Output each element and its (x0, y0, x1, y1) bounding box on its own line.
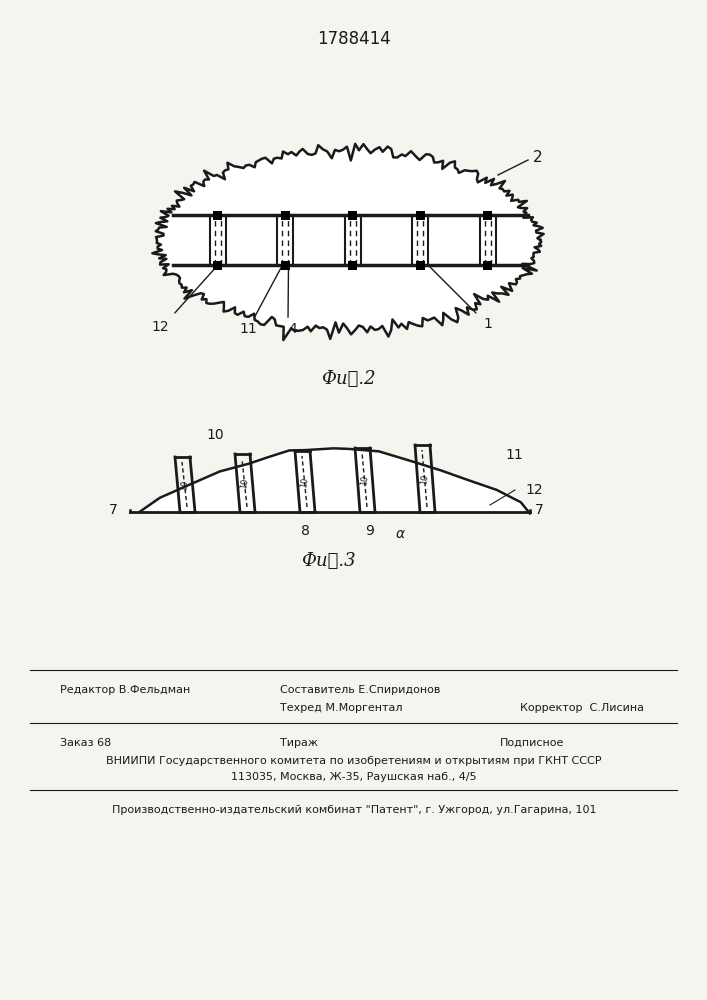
Text: 10: 10 (240, 477, 250, 489)
Text: 7: 7 (535, 503, 544, 517)
Text: 10: 10 (420, 473, 431, 485)
Text: Заказ 68: Заказ 68 (60, 738, 111, 748)
Polygon shape (153, 144, 544, 340)
Text: Тираж: Тираж (280, 738, 318, 748)
Bar (349, 260, 358, 269)
Text: 1: 1 (483, 317, 492, 331)
Text: 12: 12 (525, 483, 543, 497)
Text: 10: 10 (180, 479, 190, 491)
Text: Подписное: Подписное (500, 738, 564, 748)
Text: 4: 4 (288, 322, 298, 336)
Text: 1788414: 1788414 (317, 30, 391, 48)
Text: Фи␲.2: Фи␲.2 (321, 370, 375, 388)
Text: 113035, Москва, Ж-35, Раушская наб., 4/5: 113035, Москва, Ж-35, Раушская наб., 4/5 (231, 772, 477, 782)
Polygon shape (130, 448, 530, 512)
Text: 11: 11 (505, 448, 522, 462)
Text: α: α (395, 527, 404, 541)
Text: 7: 7 (110, 503, 118, 517)
Text: 12: 12 (151, 320, 169, 334)
Text: 11: 11 (239, 322, 257, 336)
Bar (484, 260, 493, 269)
Text: Фи␲.3: Фи␲.3 (300, 552, 356, 570)
Text: 9: 9 (366, 524, 375, 538)
Bar (281, 211, 290, 220)
Text: ВНИИПИ Государственного комитета по изобретениям и открытиям при ГКНТ СССР: ВНИИПИ Государственного комитета по изоб… (106, 756, 602, 766)
Text: 8: 8 (300, 524, 310, 538)
Text: 10: 10 (360, 474, 370, 486)
Text: Техред М.Моргентал: Техред М.Моргентал (280, 703, 402, 713)
Bar (416, 260, 425, 269)
Text: Редактор В.Фельдман: Редактор В.Фельдман (60, 685, 190, 695)
Bar (214, 260, 223, 269)
Text: Составитель Е.Спиридонов: Составитель Е.Спиридонов (280, 685, 440, 695)
Text: 10: 10 (300, 476, 310, 488)
Bar (281, 260, 290, 269)
Text: 2: 2 (533, 150, 543, 165)
Text: Корректор  С.Лисина: Корректор С.Лисина (520, 703, 644, 713)
Bar (416, 211, 425, 220)
Text: Производственно-издательский комбинат "Патент", г. Ужгород, ул.Гагарина, 101: Производственно-издательский комбинат "П… (112, 805, 596, 815)
Text: 10: 10 (206, 428, 224, 442)
Bar (484, 211, 493, 220)
Bar (214, 211, 223, 220)
Bar (349, 211, 358, 220)
